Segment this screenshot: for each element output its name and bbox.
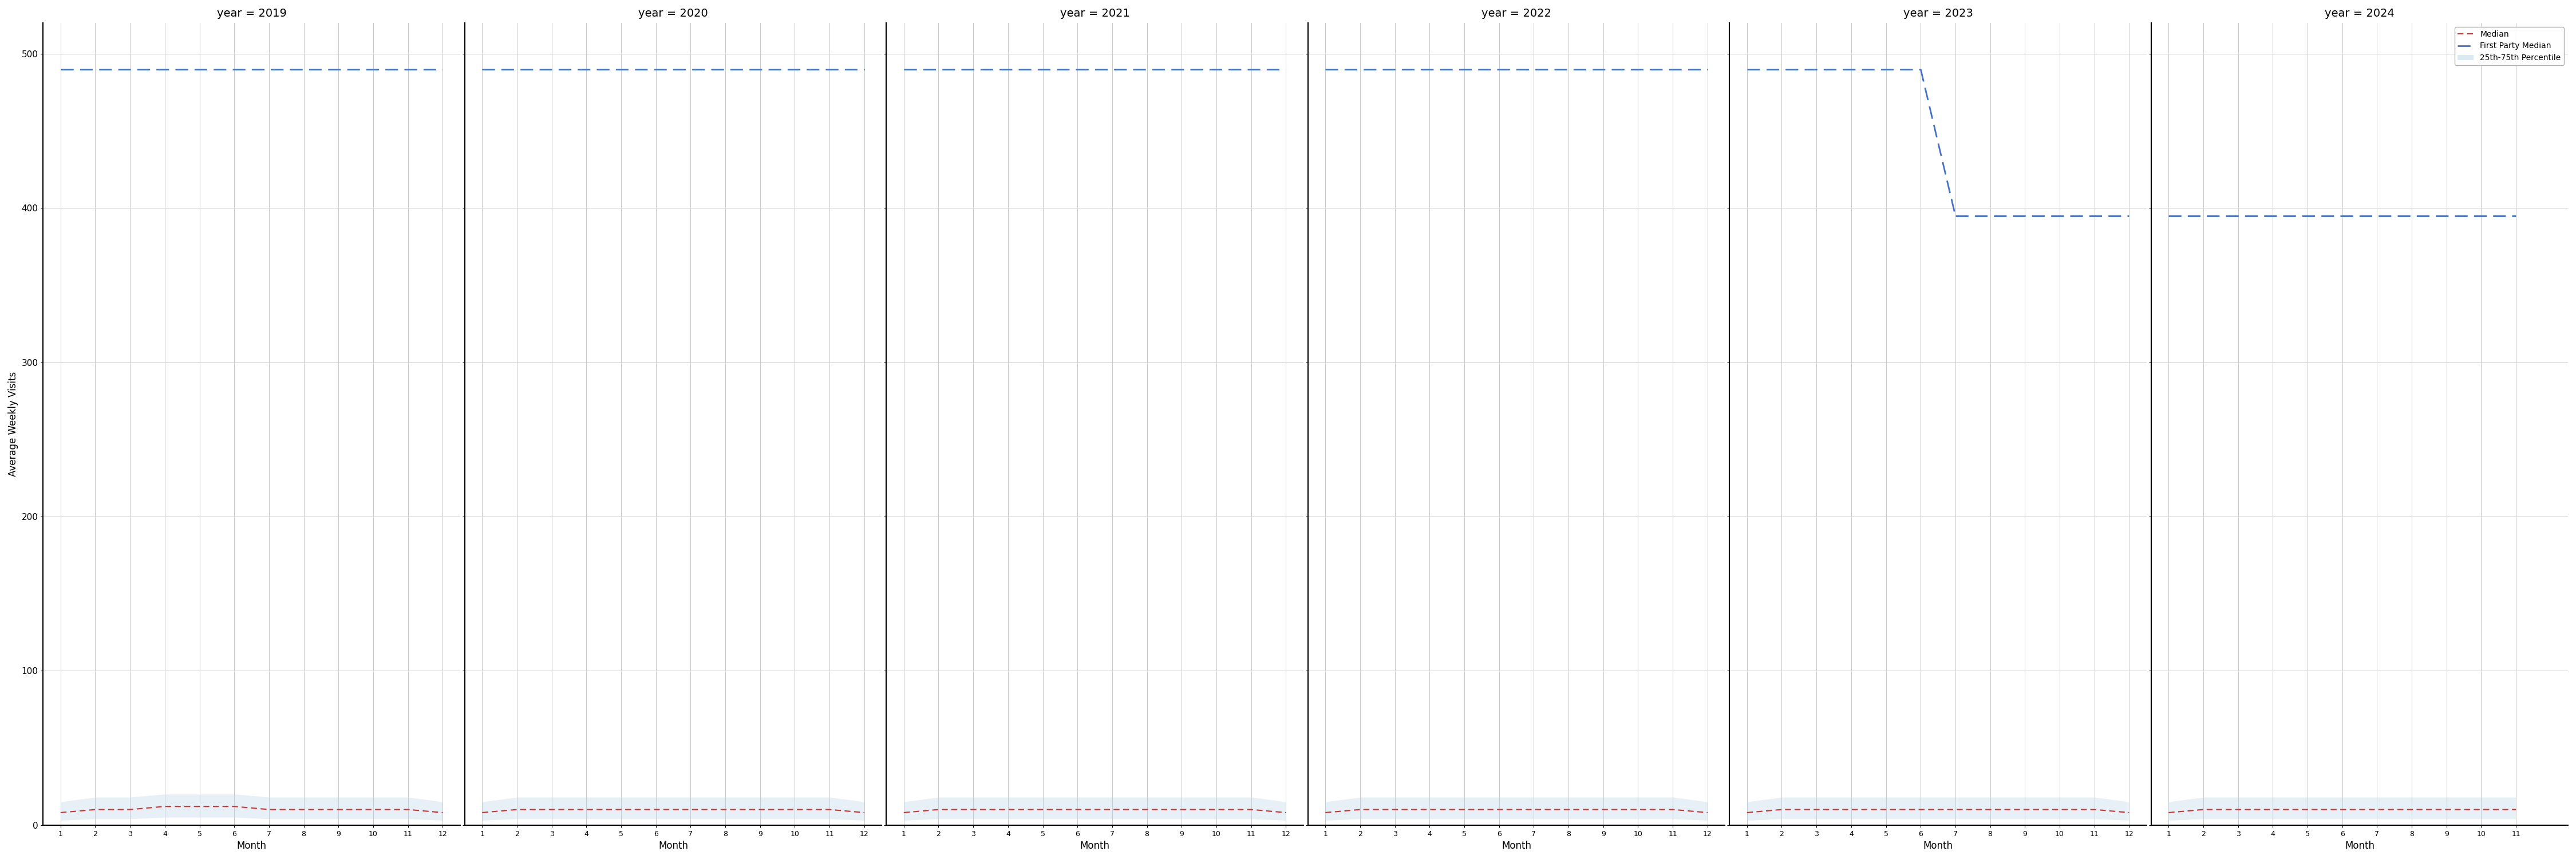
Title: year = 2023: year = 2023: [1904, 8, 1973, 19]
Title: year = 2020: year = 2020: [639, 8, 708, 19]
Legend: Median, First Party Median, 25th-75th Percentile: Median, First Party Median, 25th-75th Pe…: [2455, 27, 2563, 65]
Y-axis label: Average Weekly Visits: Average Weekly Visits: [8, 371, 18, 477]
Title: year = 2019: year = 2019: [216, 8, 286, 19]
X-axis label: Month: Month: [1502, 841, 1530, 851]
Title: year = 2022: year = 2022: [1481, 8, 1551, 19]
Title: year = 2021: year = 2021: [1059, 8, 1131, 19]
X-axis label: Month: Month: [1079, 841, 1110, 851]
X-axis label: Month: Month: [2344, 841, 2375, 851]
X-axis label: Month: Month: [659, 841, 688, 851]
Title: year = 2024: year = 2024: [2324, 8, 2396, 19]
X-axis label: Month: Month: [1924, 841, 1953, 851]
X-axis label: Month: Month: [237, 841, 265, 851]
